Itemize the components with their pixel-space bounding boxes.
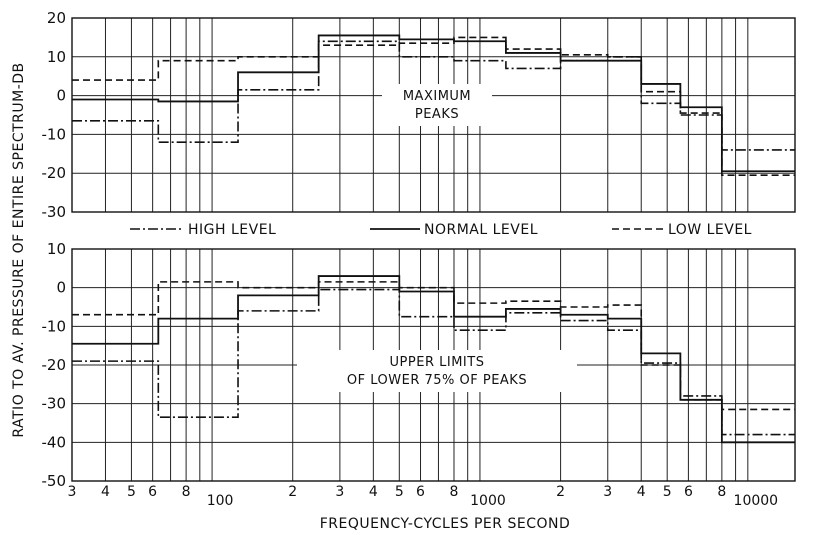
y-tick-label: -20	[42, 164, 67, 182]
x-tick-label: 8	[717, 484, 726, 500]
x-tick-label: 5	[663, 484, 672, 500]
x-tick-label: 1000	[470, 493, 506, 509]
y-tick-label: 0	[56, 279, 66, 297]
y-tick-label: -10	[42, 317, 67, 335]
x-tick-label: 5	[127, 484, 136, 500]
x-tick-label: 6	[148, 484, 157, 500]
y-tick-label: -10	[42, 125, 67, 143]
panel-annotation: UPPER LIMITS	[390, 355, 485, 370]
x-tick-label: 3	[335, 484, 344, 500]
y-tick-label: -30	[42, 395, 67, 413]
x-tick-label: 3	[603, 484, 612, 500]
x-tick-label: 5	[395, 484, 404, 500]
y-tick-label: 10	[47, 48, 66, 66]
low-level-series-line	[72, 36, 795, 176]
panel-annotation: MAXIMUM	[403, 89, 471, 104]
legend-label: LOW LEVEL	[668, 222, 752, 238]
x-tick-label: 2	[556, 484, 565, 500]
low-level-series-line	[72, 281, 795, 411]
annotation-background	[297, 350, 577, 392]
y-axis-label: RATIO TO AV. PRESSURE OF ENTIRE SPECTRUM…	[11, 62, 27, 437]
x-tick-label: 100	[207, 493, 234, 509]
plot-frame	[71, 248, 796, 482]
x-tick-label: 8	[450, 484, 459, 500]
legend-label: HIGH LEVEL	[188, 222, 276, 238]
x-tick-label: 4	[101, 484, 110, 500]
panel-annotation: PEAKS	[415, 107, 459, 122]
x-tick-label: 2	[288, 484, 297, 500]
upper-limits-panel: 10 0 -10 -20 -30 -40 -50 UPPER LIMITS OF LOWER 7…	[42, 240, 796, 490]
y-tick-label: -40	[42, 433, 67, 451]
x-tick-label: 6	[684, 484, 693, 500]
x-tick-label: 3	[68, 484, 77, 500]
y-tick-label: -20	[42, 356, 67, 374]
x-tick-label: 6	[416, 484, 425, 500]
y-tick-label: 20	[47, 9, 66, 27]
y-tick-label: -50	[42, 472, 67, 490]
y-tick-label: 10	[47, 240, 66, 258]
x-tick-label: 4	[637, 484, 646, 500]
legend: HIGH LEVEL NORMAL LEVEL LOW LEVEL	[130, 222, 752, 238]
x-tick-label: 4	[369, 484, 378, 500]
panel-annotation: OF LOWER 75% OF PEAKS	[347, 373, 527, 388]
normal-level-series-line	[72, 275, 795, 444]
y-tick-label: -30	[42, 203, 67, 221]
annotation-background	[382, 84, 492, 126]
x-tick-label: 10000	[734, 493, 779, 509]
x-tick-label: 8	[182, 484, 191, 500]
maximum-peaks-panel: 20 10 0 -10 -20 -30 MAXIMUM PEAKS	[42, 9, 796, 221]
plot-frame	[71, 17, 796, 213]
legend-label: NORMAL LEVEL	[424, 222, 538, 238]
y-tick-label: 0	[56, 87, 66, 105]
x-axis-label: FREQUENCY-CYCLES PER SECOND	[320, 516, 571, 532]
